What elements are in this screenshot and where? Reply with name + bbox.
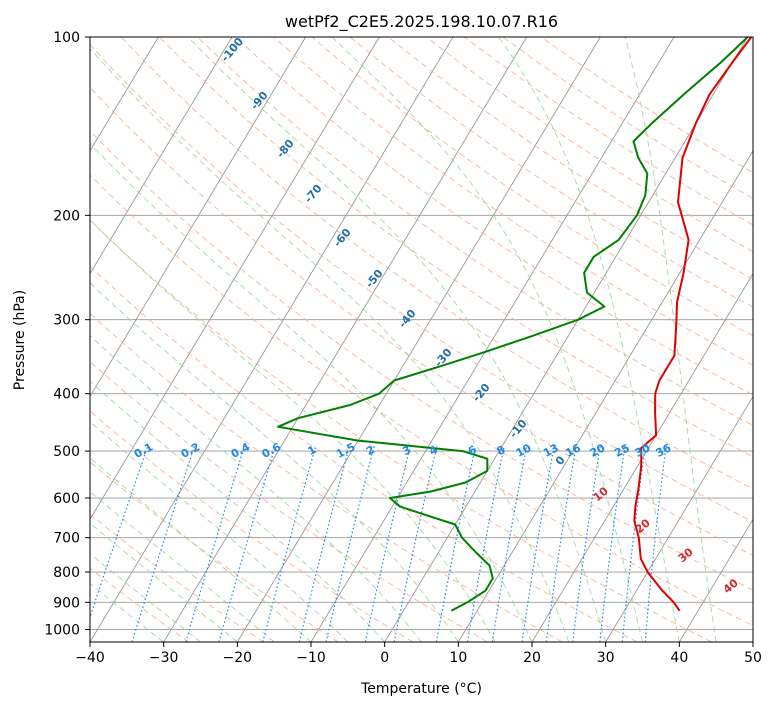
y-tick-label: 900	[53, 595, 80, 611]
x-tick-label: 40	[670, 650, 688, 666]
plot-frame	[89, 36, 754, 643]
y-tick-label: 100	[53, 30, 80, 46]
y-tick-label: 500	[53, 444, 80, 460]
dry-adiabat-line	[90, 265, 638, 642]
mixing-ratio-line	[599, 445, 626, 642]
dry-adiabat-line	[90, 174, 753, 627]
x-axis-title: Temperature (°C)	[360, 681, 482, 697]
isotherm-line	[678, 518, 753, 642]
x-tick-label: 10	[449, 650, 467, 666]
mixing-ratio-label: 25	[612, 441, 632, 460]
moist-adiabat-line	[624, 37, 717, 642]
temperature-profile	[633, 37, 753, 612]
x-tick-label: −40	[75, 650, 105, 666]
mixing-ratio-label: 30	[633, 441, 653, 460]
mixing-ratio-line	[185, 445, 246, 642]
x-tick-label: 0	[380, 650, 389, 666]
mixing-ratio-line	[364, 445, 411, 642]
y-tick-label: 1000	[44, 622, 80, 638]
moist-adiabat-line	[90, 47, 570, 642]
isotherm-line	[90, 37, 233, 275]
mixing-ratio-line	[325, 445, 375, 642]
x-tick-label: 50	[744, 650, 762, 666]
mixing-ratio-line	[521, 445, 555, 642]
mixing-ratio-label: 13	[541, 441, 561, 460]
moist-adiabat-line	[90, 380, 386, 642]
dry-adiabat-line	[120, 37, 753, 490]
mixing-ratio-line	[572, 445, 601, 642]
x-tick-label: −30	[149, 650, 179, 666]
y-tick-label: 300	[53, 313, 80, 329]
y-tick-label: 400	[53, 387, 80, 403]
isotherm-line	[531, 272, 753, 642]
y-tick-label: 700	[53, 531, 80, 547]
mixing-ratio-line	[621, 445, 646, 642]
y-tick-label: 800	[53, 565, 80, 581]
mixing-ratio-line	[491, 445, 528, 642]
isotherm-line	[90, 37, 454, 642]
mixing-ratio-label: 20	[588, 441, 608, 460]
isotherm-line	[90, 37, 307, 398]
moist-adiabat-line	[187, 37, 607, 642]
dry-adiabat-line	[90, 360, 488, 642]
mixing-ratio-line	[393, 445, 438, 642]
dry-adiabat-line	[158, 37, 753, 458]
moist-adiabat-line	[90, 219, 496, 642]
mixing-ratio-line	[466, 445, 505, 642]
moist-adiabat-line	[90, 420, 349, 642]
mixing-ratio-label: 36	[654, 441, 674, 460]
moist-adiabat-line	[90, 457, 312, 642]
y-tick-label: 200	[53, 208, 80, 224]
dry-adiabat-line	[349, 37, 753, 308]
isotherm-line	[163, 37, 528, 642]
moist-adiabat-line	[90, 282, 459, 642]
dry-adiabat-line	[90, 219, 712, 642]
mixing-ratio-line	[262, 445, 317, 642]
isotherm-line	[605, 395, 753, 642]
moist-adiabat-line	[331, 37, 643, 642]
x-tick-label: 20	[523, 650, 541, 666]
dry-adiabat-line	[311, 37, 753, 337]
mixing-ratio-line	[545, 445, 577, 642]
mixing-ratio-label: 16	[563, 441, 583, 460]
mixing-ratio-line	[218, 445, 276, 642]
isotherm-line	[310, 37, 675, 642]
y-axis-title: Pressure (hPa)	[12, 290, 28, 390]
dry-adiabat-line	[197, 37, 753, 427]
x-tick-label: −20	[223, 650, 253, 666]
mixing-ratio-line	[90, 445, 149, 619]
isotherm-line	[457, 150, 753, 642]
axes: −40 −30 −20 −10 0 10 20 30 40 50 100 200 300 400 500 60…	[44, 30, 762, 666]
moist-adiabat-line	[90, 142, 533, 642]
mixing-ratio-label: 10	[514, 441, 534, 460]
isotherm-line	[90, 37, 380, 521]
mixing-ratio-line	[435, 445, 477, 642]
dewpoint-profile	[277, 37, 749, 612]
dry-adiabat-line	[90, 513, 264, 642]
chart-title: wetPf2_C2E5.2025.198.10.07.R16	[285, 12, 558, 32]
isotherm-line	[384, 37, 749, 642]
isotherm-line	[236, 37, 601, 642]
mixing-ratio-line	[298, 445, 351, 642]
mixing-ratio-line	[131, 445, 196, 642]
dry-adiabat-line	[90, 312, 563, 642]
dry-adiabat-line	[90, 567, 190, 642]
x-tick-label: −10	[296, 650, 326, 666]
x-tick-label: 30	[597, 650, 615, 666]
isotherm-line	[90, 37, 159, 152]
mixing-ratio-line	[644, 445, 667, 642]
y-tick-label: 600	[53, 491, 80, 507]
profiles	[277, 37, 753, 612]
moist-adiabat-line	[90, 335, 422, 642]
